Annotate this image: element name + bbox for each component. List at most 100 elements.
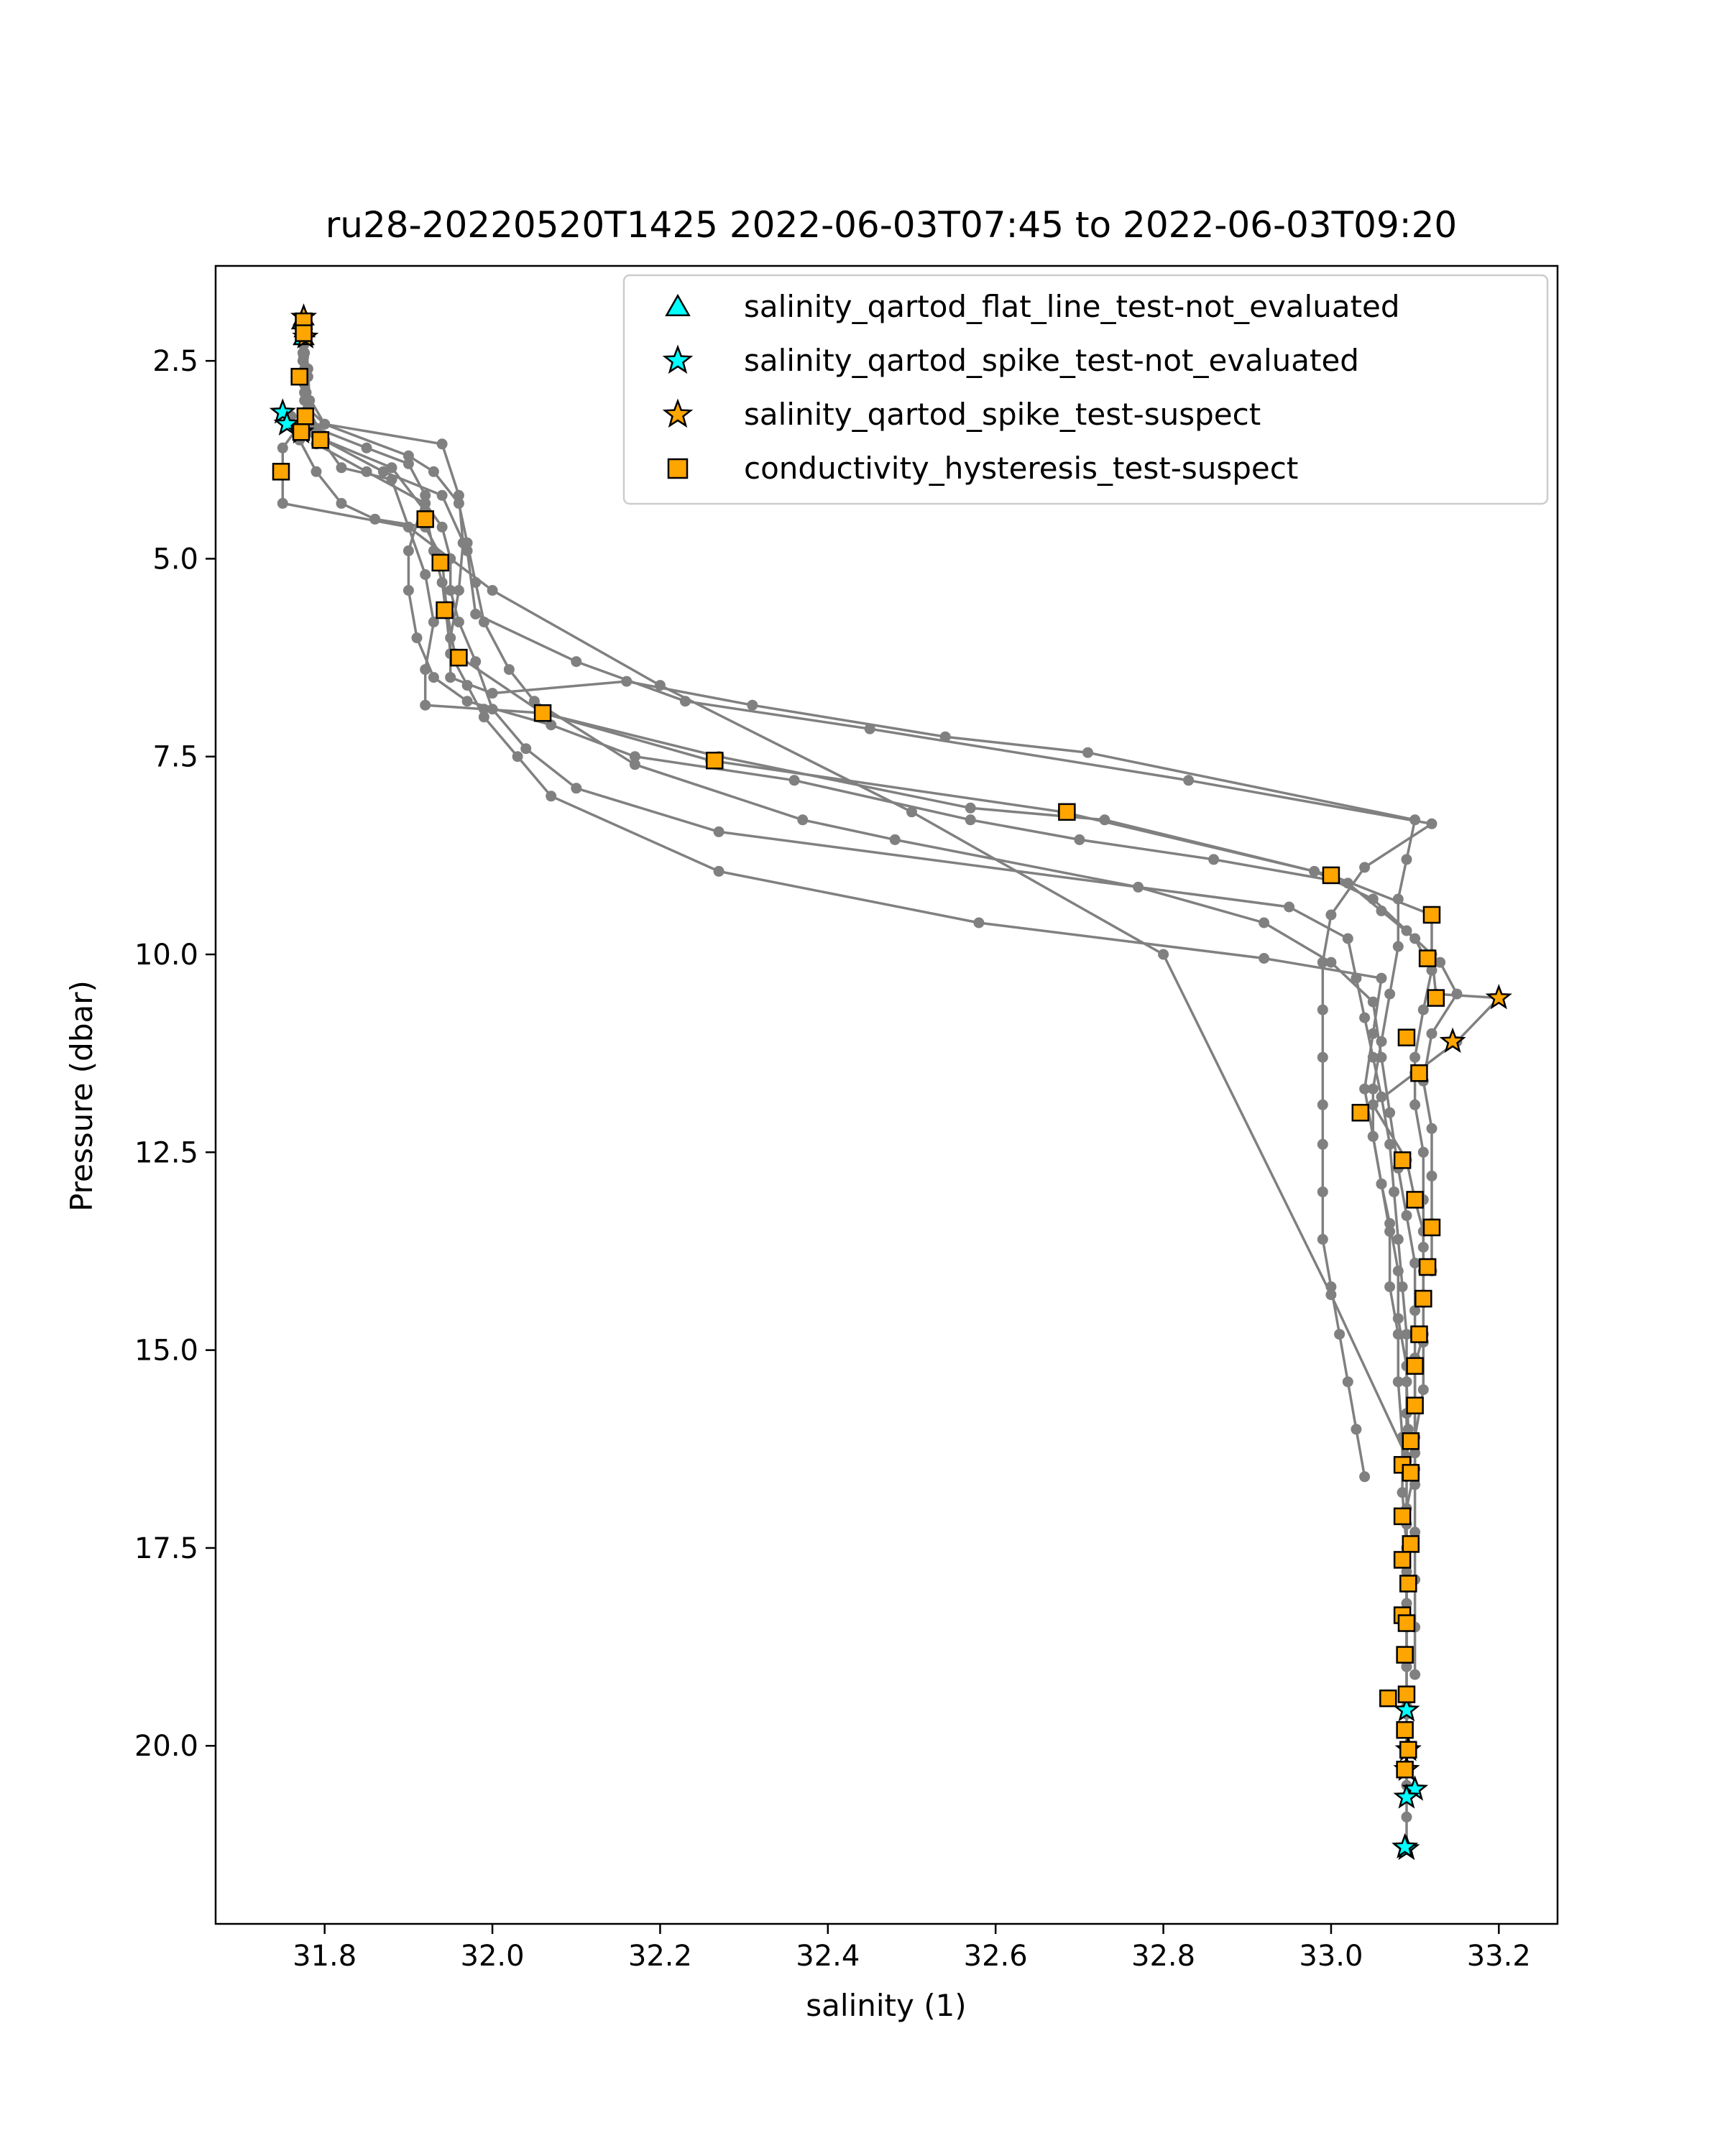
x-tick-label: 31.8	[293, 1940, 356, 1973]
profile-point	[1367, 1028, 1379, 1039]
profile-point	[361, 442, 372, 453]
profile-point	[1409, 1258, 1421, 1268]
square-marker	[296, 407, 315, 425]
x-axis-label: salinity (1)	[806, 1988, 966, 2023]
square-marker	[311, 431, 330, 449]
profile-point	[453, 617, 464, 627]
profile-point	[1392, 1266, 1404, 1276]
y-axis: 2.5 5.0 7.5 10.0 12.5 15.0 17.5 20.0	[134, 345, 216, 1763]
profile-point	[1409, 1669, 1421, 1680]
plot-area	[269, 303, 1512, 1861]
profile-point	[571, 656, 582, 668]
square-marker	[1397, 1685, 1416, 1703]
profile-point	[797, 814, 809, 826]
profile-point	[1401, 1661, 1412, 1672]
square-marker	[1393, 1551, 1412, 1569]
profile-point	[1359, 862, 1371, 873]
square-marker	[295, 324, 313, 342]
profile-point	[487, 688, 498, 699]
profile-point	[747, 699, 758, 711]
x-tick-label: 32.4	[796, 1940, 860, 1973]
legend-entry: salinity_qartod_spike_test-suspect	[662, 397, 1261, 432]
profile-point	[277, 442, 288, 453]
profile-point	[1384, 1281, 1396, 1292]
square-marker	[1414, 1289, 1432, 1308]
profile-point	[402, 585, 414, 596]
square-marker	[1396, 1720, 1414, 1739]
profile-point	[402, 458, 414, 469]
profile-point	[1401, 854, 1412, 865]
profile-point	[1158, 949, 1169, 960]
profile-point	[461, 545, 473, 556]
profile-point	[1342, 1376, 1353, 1388]
x-tick-label: 32.0	[461, 1940, 525, 1973]
profile-point	[1409, 1305, 1421, 1317]
square-marker	[1399, 1575, 1417, 1593]
legend-label: salinity_qartod_spike_test-not_evaluated	[744, 343, 1359, 378]
profile-line	[302, 321, 1417, 1453]
profile-point	[1342, 933, 1353, 944]
profile-point	[1074, 834, 1085, 845]
profile-point	[1392, 1234, 1404, 1245]
profile-point	[1325, 957, 1337, 968]
profile-point	[310, 466, 322, 477]
y-tick-label: 10.0	[134, 939, 198, 972]
profile-point	[1426, 1170, 1438, 1181]
profile-point	[1389, 1186, 1399, 1197]
square-marker	[1406, 1191, 1424, 1209]
square-marker	[1397, 1614, 1416, 1632]
square-marker	[1422, 906, 1441, 924]
profile-point	[420, 699, 431, 711]
square-marker	[1351, 1104, 1370, 1122]
profile-point	[402, 545, 414, 556]
profile-point	[445, 585, 456, 596]
profile-point	[1401, 1811, 1412, 1823]
legend-label: conductivity_hysteresis_test-suspect	[744, 451, 1298, 486]
profile-point	[1317, 1186, 1328, 1197]
profile-point	[503, 664, 515, 676]
profile-point	[319, 418, 331, 430]
profile-point	[470, 656, 482, 668]
profile-point	[1376, 1036, 1387, 1047]
profile-trace	[295, 314, 1438, 1483]
profile-point	[629, 751, 640, 763]
y-tick-label: 5.0	[152, 543, 198, 576]
profile-point	[1367, 996, 1379, 1008]
profile-point	[1384, 1107, 1396, 1118]
profile-point	[1367, 893, 1379, 905]
chart-title: ru28-20220520T1425 2022-06-03T07:45 to 2…	[326, 204, 1458, 246]
profile-point	[1401, 1329, 1412, 1340]
square-marker	[1393, 1151, 1412, 1169]
profile-point	[1208, 854, 1220, 865]
profile-point	[428, 617, 439, 627]
profile-point	[369, 513, 381, 525]
profile-point	[1397, 1281, 1408, 1292]
square-marker	[1379, 1689, 1397, 1708]
y-tick-label: 20.0	[134, 1730, 198, 1763]
y-axis-label: Pressure (dbar)	[64, 980, 99, 1212]
profile-point	[436, 438, 448, 450]
profile-point	[528, 696, 540, 707]
profile-point	[1392, 1313, 1404, 1325]
legend-label: salinity_qartod_spike_test-suspect	[744, 397, 1261, 432]
profile-point	[1417, 1146, 1429, 1158]
profile-point	[1384, 1217, 1396, 1229]
profile-point	[1401, 925, 1412, 936]
square-marker	[1396, 1761, 1414, 1779]
profile-point	[420, 569, 431, 580]
square-marker	[436, 601, 454, 619]
square-marker	[1422, 1218, 1441, 1237]
profile-point	[1417, 1384, 1429, 1396]
square-marker	[272, 463, 290, 481]
legend-star-marker	[662, 344, 694, 374]
legend-items: salinity_qartod_flat_line_test-not_evalu…	[662, 289, 1400, 486]
star-marker	[1393, 1783, 1420, 1809]
square-marker	[1418, 949, 1437, 967]
square-marker	[1427, 989, 1445, 1007]
profile-point	[1392, 941, 1404, 952]
profile-point	[428, 672, 439, 683]
legend-entry: conductivity_hysteresis_test-suspect	[667, 451, 1298, 486]
y-tick-label: 15.0	[134, 1335, 198, 1368]
profile-point	[461, 696, 473, 707]
profile-point	[654, 680, 666, 691]
